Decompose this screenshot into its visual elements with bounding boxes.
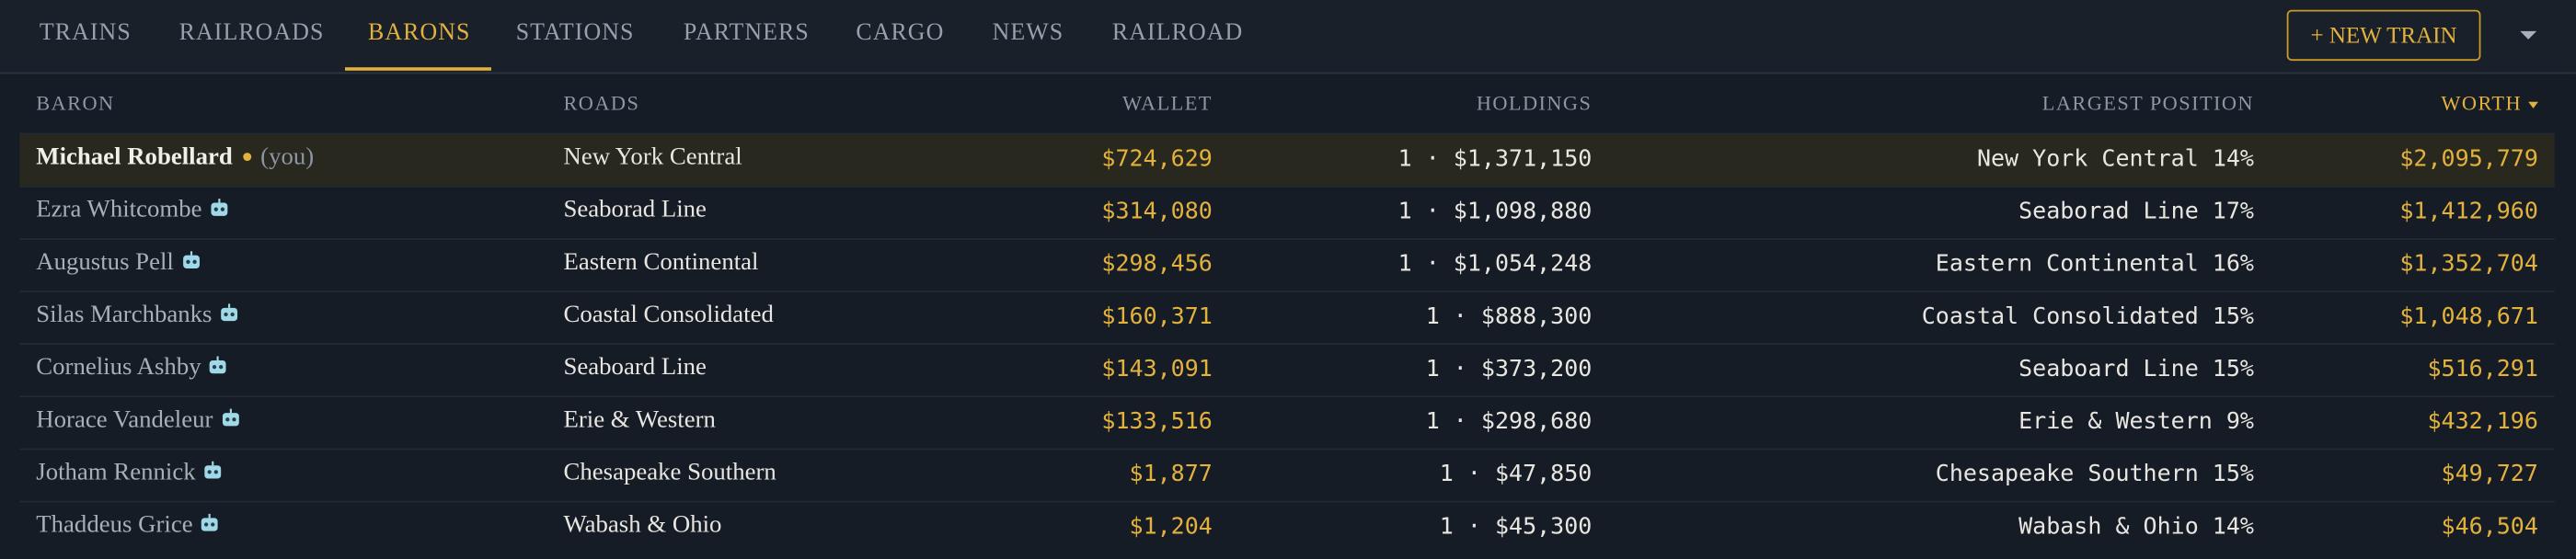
roads-cell: Coastal Consolidated [563, 302, 774, 329]
bot-icon [201, 513, 219, 531]
column-header[interactable]: ROADS [563, 91, 640, 115]
bot-icon [210, 356, 227, 374]
worth-cell: $432,196 [2427, 408, 2538, 436]
largest-position-cell: New York Central 14% [1976, 145, 2254, 173]
largest-position-cell: Erie & Western 9% [2018, 408, 2254, 436]
table-row: Thaddeus Grice Wabash & Ohio $1,204 1 · $45… [19, 500, 2555, 553]
baron-name: Augustus Pell [36, 249, 174, 276]
bot-icon [221, 303, 238, 322]
table-row: Jotham Rennick Chesapeake Southern $1,877 1… [19, 448, 2555, 500]
tab[interactable]: NEWS [992, 19, 1064, 46]
table-row: Ezra Whitcombe Seaborad Line $314,080 1 · $… [19, 185, 2555, 238]
baron-cell: Silas Marchbanks [36, 302, 240, 330]
largest-position-cell: Wabash & Ohio 14% [2018, 513, 2254, 541]
tab[interactable]: RAILROAD [1111, 19, 1244, 46]
baron-cell: Ezra Whitcombe [36, 197, 230, 224]
baron-cell: Horace Vandeleur [36, 407, 240, 435]
largest-position-cell: Seaborad Line 17% [2018, 199, 2254, 225]
table-row: Cornelius Ashby Seaboard Line $143,091 1 · … [19, 343, 2555, 395]
column-header[interactable]: WALLET [1121, 91, 1213, 115]
holdings-cell: 1 · $373,200 [1425, 356, 1593, 383]
table-row: Silas Marchbanks Coastal Consolidated $160… [19, 291, 2555, 343]
new-train-button[interactable]: + NEW TRAIN [2286, 9, 2481, 62]
roads-cell: Chesapeake Southern [563, 459, 776, 486]
roads-cell: Seaboard Line [563, 354, 707, 382]
you-dot [242, 153, 251, 162]
roads-cell: Seaborad Line [563, 197, 707, 223]
holdings-cell: 1 · $888,300 [1425, 303, 1593, 330]
you-label: (you) [260, 144, 315, 171]
wallet-cell: $298,456 [1101, 251, 1213, 278]
table-row: Horace Vandeleur Erie & Western $133,516 1 … [19, 395, 2555, 448]
largest-position-cell: Coastal Consolidated 15% [1921, 303, 2254, 330]
baron-cell: Cornelius Ashby [36, 355, 229, 382]
worth-cell: $516,291 [2427, 356, 2538, 383]
tab[interactable]: TRAINS [39, 19, 132, 46]
wallet-cell: $133,516 [1101, 408, 1213, 436]
wallet-cell: $1,204 [1129, 513, 1213, 541]
baron-name: Cornelius Ashby [36, 354, 201, 382]
roads-cell: Wabash & Ohio [563, 512, 722, 539]
roads-cell: Eastern Continental [563, 249, 759, 276]
worth-cell: $1,352,704 [2399, 251, 2538, 278]
header-text: WORTH [2441, 91, 2523, 115]
menu-caret[interactable] [2520, 30, 2537, 40]
bot-icon [222, 408, 239, 427]
holdings-cell: 1 · $45,300 [1439, 513, 1593, 541]
worth-cell: $2,095,779 [2399, 145, 2538, 173]
baron-name: Michael Robellard [36, 144, 233, 171]
tab[interactable]: RAILROADS [178, 19, 325, 46]
holdings-cell: 1 · $298,680 [1425, 408, 1593, 436]
worth-cell: $49,727 [2441, 461, 2538, 488]
baron-name: Ezra Whitcombe [36, 197, 202, 223]
bot-icon [211, 199, 228, 216]
largest-position-cell: Eastern Continental 16% [1935, 251, 2254, 278]
bot-icon [204, 461, 222, 479]
baron-name: Silas Marchbanks [36, 302, 213, 329]
baron-cell: Augustus Pell [36, 249, 201, 277]
column-header[interactable]: HOLDINGS [1476, 91, 1593, 115]
roads-cell: New York Central [563, 144, 742, 171]
baron-cell: Thaddeus Grice [36, 512, 221, 540]
active-underline [344, 67, 491, 71]
tab[interactable]: PARTNERS [683, 19, 810, 46]
baron-cell: Michael Robellard (you) [36, 144, 314, 172]
tab[interactable]: CARGO [856, 19, 945, 46]
tab[interactable]: BARONS [367, 19, 471, 46]
holdings-cell: 1 · $1,098,880 [1397, 199, 1593, 225]
table-row: Michael Robellard (you) New York Central $7… [19, 132, 2555, 186]
wallet-cell: $143,091 [1101, 356, 1213, 383]
baron-cell: Jotham Rennick [36, 460, 224, 487]
tab[interactable]: STATIONS [515, 19, 635, 46]
column-header[interactable]: BARON [36, 91, 115, 115]
holdings-cell: 1 · $1,371,150 [1397, 145, 1593, 173]
wallet-cell: $1,877 [1129, 461, 1213, 488]
worth-cell: $1,048,671 [2399, 303, 2538, 330]
worth-cell: $1,412,960 [2399, 199, 2538, 225]
table-row: Augustus Pell Eastern Continental $298,456… [19, 237, 2555, 291]
largest-position-cell: Seaboard Line 15% [2018, 356, 2254, 383]
wallet-cell: $160,371 [1101, 303, 1213, 330]
holdings-cell: 1 · $47,850 [1439, 461, 1593, 488]
bot-icon [182, 251, 200, 268]
nav-bar: TRAINS RAILROADS BARONS STATIONS PARTNER… [0, 0, 2576, 74]
holdings-cell: 1 · $1,054,248 [1397, 251, 1593, 278]
column-header[interactable]: LARGEST POSITION [2041, 91, 2254, 115]
column-header[interactable]: WORTH [2441, 91, 2538, 117]
wallet-cell: $724,629 [1101, 145, 1213, 173]
wallet-cell: $314,080 [1101, 199, 1213, 225]
sort-indicator [2528, 101, 2538, 109]
baron-name: Thaddeus Grice [36, 512, 193, 539]
baron-name: Jotham Rennick [36, 459, 196, 486]
baron-name: Horace Vandeleur [36, 406, 213, 434]
largest-position-cell: Chesapeake Southern 15% [1935, 461, 2254, 488]
worth-cell: $46,504 [2441, 513, 2538, 541]
roads-cell: Erie & Western [563, 406, 716, 434]
